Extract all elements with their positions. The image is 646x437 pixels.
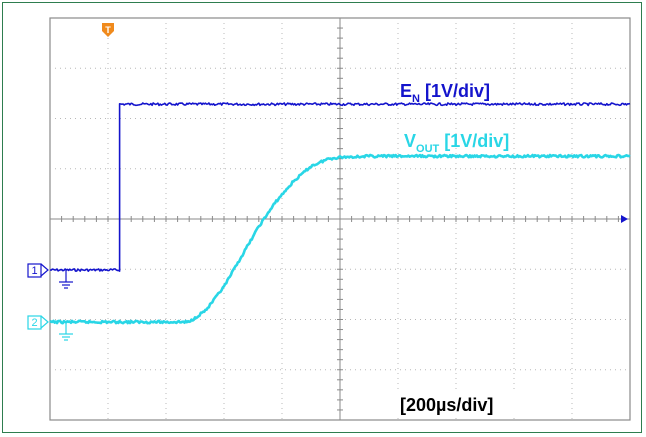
series-label-vout: VOUT [1V/div]	[404, 131, 509, 155]
traces	[49, 102, 631, 325]
trigger-level-marker	[621, 215, 628, 223]
timebase-label-bg	[397, 393, 527, 415]
trace-en	[49, 102, 631, 272]
series-label-en: EN [1V/div]	[400, 81, 490, 105]
channel-markers: 12	[27, 263, 73, 341]
channel-1-marker: 1	[27, 263, 73, 289]
figure-frame	[2, 2, 642, 433]
channel-2-marker: 2	[27, 315, 73, 341]
channel-1-label: 1	[31, 265, 37, 277]
trigger-marker: T	[102, 23, 114, 37]
graticule	[49, 17, 631, 421]
trace-vout	[49, 153, 631, 325]
trigger-marker-label: T	[105, 25, 111, 35]
channel-2-label: 2	[31, 317, 37, 329]
timebase-label: [200µs/div]	[400, 395, 493, 415]
